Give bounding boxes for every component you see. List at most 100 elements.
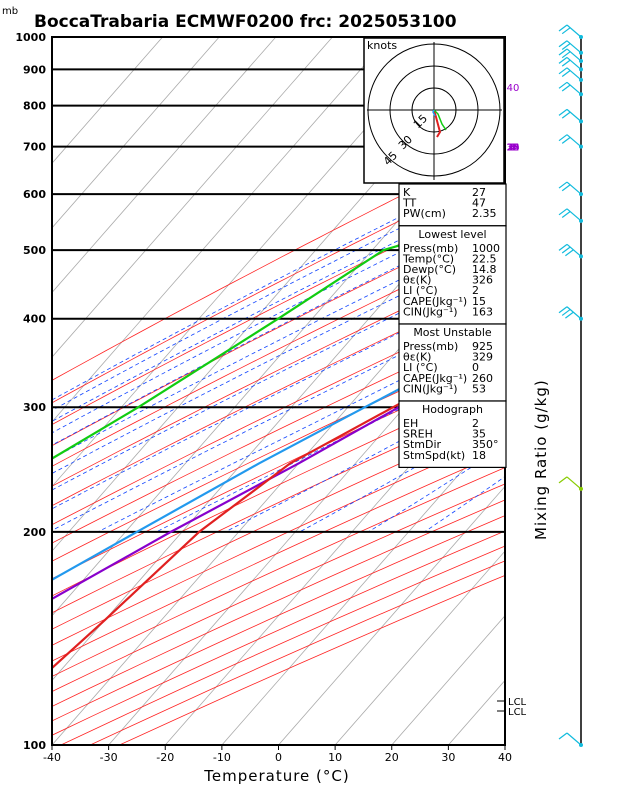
table-row-value: 47 — [472, 197, 486, 210]
table-row-label: Temp(°C) — [402, 252, 454, 265]
wind-barb-staff — [566, 181, 582, 195]
dry-adiabat — [52, 215, 505, 447]
table-row-label: Press(mb) — [403, 242, 458, 255]
wind-barb-flag — [558, 134, 568, 142]
dry-adiabat — [52, 515, 505, 722]
wind-barb-flag — [558, 108, 568, 116]
dry-adiabat — [52, 530, 505, 736]
dry-adiabat — [52, 499, 505, 707]
moist-adiabat — [52, 213, 505, 446]
table-row-value: 14.8 — [472, 263, 497, 276]
wind-barb-staff — [566, 476, 582, 490]
table-row-label: CIN(Jkg⁻¹) — [403, 305, 458, 318]
dry-adiabat — [52, 322, 505, 544]
table-row-label: StmSpd(kt) — [403, 449, 465, 462]
table-row-value: 22.5 — [472, 252, 497, 265]
wind-barb-flag — [558, 306, 568, 314]
dry-adiabat — [52, 259, 505, 487]
wind-barb-staff — [566, 56, 582, 70]
parcel-path-curve — [52, 332, 505, 581]
pressure-tick-label: 700 — [23, 141, 46, 154]
wind-barb-staff — [566, 24, 582, 38]
wind-barb-flag — [558, 67, 568, 75]
wind-barb-flag — [561, 111, 571, 119]
mixing-ratio-tick-label: 14 — [507, 143, 520, 154]
lcl-label: LCL — [508, 697, 527, 708]
table-row-label: Dewp(°C) — [403, 263, 456, 276]
wind-profile — [558, 24, 583, 747]
wind-barb-flag — [561, 70, 571, 78]
wind-barb-flag — [558, 476, 568, 484]
dewpoint-curve — [52, 213, 505, 460]
wind-barb-flag — [561, 42, 571, 50]
wind-barb-flag — [565, 249, 574, 257]
moist-adiabat — [52, 187, 505, 422]
wind-barb-staff — [566, 81, 582, 95]
wind-barb-flag — [561, 51, 571, 59]
dry-adiabat — [52, 379, 505, 597]
wind-barb-flag — [561, 59, 571, 67]
dry-adiabat — [52, 302, 505, 526]
lcl-label: LCL — [508, 707, 527, 718]
most-unstable-parcel-curve — [52, 347, 505, 601]
dry-adiabat — [52, 143, 505, 381]
table-row-label: SREH — [403, 428, 433, 441]
mixing-ratio-tick-label: 2 — [510, 143, 516, 154]
table-row-value: 329 — [472, 351, 493, 364]
dry-adiabat — [52, 168, 505, 404]
pressure-tick-label: 400 — [23, 313, 46, 326]
mixing-ratio-tick-label: 30 — [507, 143, 520, 154]
isotherm-line — [52, 37, 164, 164]
isotherm-line — [52, 37, 333, 358]
hodograph: knots 15 30 45 — [363, 37, 505, 184]
pressure-tick-labels: 100 200 300 400 500 600 700 800 900 1000 — [15, 31, 46, 752]
wind-barb-flag — [558, 56, 568, 64]
table-row-value: 260 — [472, 372, 493, 385]
dry-adiabat — [52, 238, 505, 467]
pressure-tick-label: 200 — [23, 526, 46, 539]
mixing-ratio-tick-label: 1 — [510, 143, 516, 154]
table-row-value: 35 — [472, 428, 486, 441]
dry-adiabat — [52, 192, 505, 426]
table-row-value: 163 — [472, 305, 493, 318]
mixing-ratio-tick-label: 8 — [510, 143, 516, 154]
table-row-value: 53 — [472, 382, 486, 395]
hodograph-unit-label: knots — [367, 39, 397, 52]
wind-barb-flag — [561, 27, 571, 35]
mixing-ratio-tick-label: 35 — [507, 143, 520, 154]
temperature-tick-label: 0 — [275, 751, 282, 764]
mixing-ratio-tick-label: 12 — [507, 143, 520, 154]
wind-barb-staff — [566, 67, 582, 81]
wind-barb-staff — [566, 306, 582, 320]
table-section-box — [398, 183, 507, 227]
mixing-ratio-tick-label: 10 — [507, 143, 520, 154]
table-row-value: 15 — [472, 295, 486, 308]
wind-barb-flag — [558, 243, 568, 251]
mixing-ratio-tick-label: 6 — [510, 143, 516, 154]
table-row-label: CIN(Jkg⁻¹) — [403, 382, 458, 395]
mixing-ratio-tick-label: 25 — [507, 143, 520, 154]
table-section-header: Most Unstable — [413, 326, 492, 339]
table-section-box — [398, 323, 507, 402]
table-row-label: CAPE(Jkg⁻¹) — [403, 372, 467, 385]
table-row-value: 18 — [472, 449, 486, 462]
isotherm-line — [221, 421, 505, 745]
wind-barb-flag — [561, 246, 571, 254]
table-section-header: Lowest level — [418, 228, 486, 241]
pressure-tick-label: 1000 — [15, 31, 46, 44]
temperature-tick-label: 40 — [498, 751, 512, 764]
table-row-label: θε(K) — [403, 351, 431, 364]
mixing-ratio-axis-label: Mixing Ratio (g/kg) — [532, 379, 550, 540]
isotherm-line — [52, 227, 505, 745]
table-row-label: Press(mb) — [403, 340, 458, 353]
wind-barb-flag — [558, 732, 568, 740]
wind-barb-flag — [558, 48, 568, 56]
wind-barb-staff — [566, 134, 582, 148]
table-row-label: θε(K) — [403, 274, 431, 287]
pressure-unit-label: mb — [2, 6, 18, 17]
table-row-value: 2 — [472, 417, 479, 430]
wind-barb-staff — [566, 108, 582, 122]
wind-barb-flag — [561, 136, 571, 144]
table-row-label: K — [403, 186, 411, 199]
isotherm-line — [52, 37, 220, 229]
